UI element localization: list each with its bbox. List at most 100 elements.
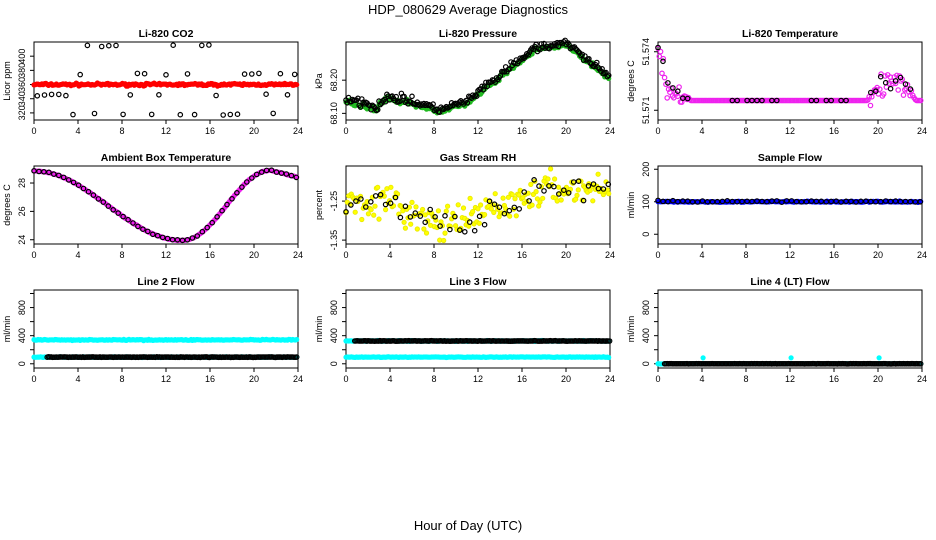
- plot-frame-2: [657, 41, 923, 121]
- data-point: [357, 104, 364, 110]
- data-point: [481, 212, 488, 218]
- data-point: [244, 179, 250, 185]
- data-point: [113, 42, 119, 49]
- data-point: [759, 97, 765, 104]
- data-point: [371, 212, 377, 218]
- plot-title: Li-820 CO2: [139, 28, 194, 40]
- data-point: [263, 167, 270, 174]
- data-point: [565, 190, 572, 196]
- data-point: [553, 42, 559, 49]
- data-point: [359, 216, 365, 223]
- data-point: [352, 209, 358, 215]
- data-point: [368, 207, 374, 213]
- data-point: [387, 200, 394, 207]
- data-point: [70, 179, 77, 186]
- y-tick-label: 800: [17, 300, 27, 315]
- data-point: [590, 198, 596, 204]
- data-point: [892, 78, 899, 84]
- data-point: [70, 111, 76, 118]
- data-point: [895, 87, 902, 93]
- data-point: [268, 167, 275, 174]
- data-point: [408, 221, 414, 227]
- y-tick-label: 68.10: [329, 102, 339, 125]
- x-tick-label: 12: [473, 250, 483, 260]
- data-point: [486, 198, 493, 205]
- data-point: [460, 205, 467, 211]
- data-point: [358, 196, 364, 202]
- data-point: [595, 171, 601, 177]
- data-point: [512, 196, 518, 202]
- x-tick-label: 8: [119, 374, 124, 384]
- y-tick-label: 0: [329, 361, 339, 366]
- data-point: [409, 199, 415, 205]
- data-point: [154, 232, 161, 239]
- x-tick-label: 0: [655, 126, 660, 136]
- data-point: [220, 112, 227, 118]
- data-point: [177, 111, 184, 118]
- data-point: [343, 209, 349, 215]
- data-point: [214, 214, 220, 220]
- plot-frame-5: [657, 165, 923, 245]
- data-point: [531, 177, 537, 183]
- data-point: [125, 216, 131, 223]
- plot-title: Li-820 Temperature: [742, 28, 838, 40]
- data-point: [444, 203, 451, 209]
- x-tick-label: 24: [917, 374, 927, 384]
- data-point: [813, 97, 820, 104]
- y-axis-label: degrees C: [2, 184, 12, 226]
- data-point: [754, 198, 760, 204]
- data-point: [516, 206, 523, 212]
- data-point: [278, 170, 285, 176]
- data-point: [865, 97, 871, 103]
- data-point: [657, 48, 664, 55]
- data-point: [778, 199, 785, 206]
- data-point: [464, 100, 471, 106]
- data-point: [55, 172, 62, 179]
- y-tick-label: -1.35: [329, 230, 339, 251]
- data-point: [917, 199, 924, 205]
- data-point: [256, 70, 262, 77]
- data-point: [170, 42, 177, 49]
- data-point: [291, 71, 298, 78]
- data-point: [204, 224, 211, 231]
- data-point: [595, 185, 602, 192]
- data-point: [184, 237, 191, 243]
- data-point: [867, 89, 874, 96]
- data-point: [372, 203, 378, 209]
- x-tick-label: 24: [605, 374, 615, 384]
- data-point: [917, 360, 924, 367]
- data-point: [473, 93, 480, 100]
- data-point: [422, 219, 429, 226]
- data-point: [194, 233, 201, 239]
- data-point: [436, 109, 443, 116]
- data-point: [422, 212, 428, 218]
- data-point: [555, 191, 562, 197]
- x-tick-label: 4: [387, 250, 392, 260]
- data-point: [209, 219, 216, 226]
- data-point: [507, 213, 513, 219]
- data-point: [159, 234, 166, 241]
- data-point: [401, 219, 407, 225]
- data-point: [141, 70, 148, 77]
- data-point: [818, 198, 825, 205]
- y-tick-label: -1.25: [329, 191, 339, 212]
- x-tick-label: 16: [205, 250, 215, 260]
- data-point: [134, 70, 141, 77]
- data-point: [41, 169, 47, 175]
- x-tick-label: 8: [431, 250, 436, 260]
- x-tick-label: 20: [249, 250, 259, 260]
- data-point: [516, 192, 522, 198]
- data-point: [199, 228, 206, 235]
- data-point: [585, 183, 592, 189]
- data-point: [500, 195, 506, 201]
- plot-title: Gas Stream RH: [440, 152, 516, 164]
- data-point: [227, 111, 234, 118]
- data-point: [46, 169, 52, 176]
- data-point: [120, 213, 126, 220]
- data-point: [249, 175, 255, 181]
- data-point: [506, 207, 513, 214]
- data-point: [476, 213, 483, 220]
- data-point: [599, 66, 605, 72]
- data-point: [428, 104, 435, 110]
- y-axis-label: Licor ppm: [2, 61, 12, 101]
